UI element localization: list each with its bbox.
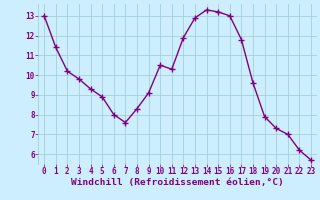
X-axis label: Windchill (Refroidissement éolien,°C): Windchill (Refroidissement éolien,°C) xyxy=(71,178,284,187)
